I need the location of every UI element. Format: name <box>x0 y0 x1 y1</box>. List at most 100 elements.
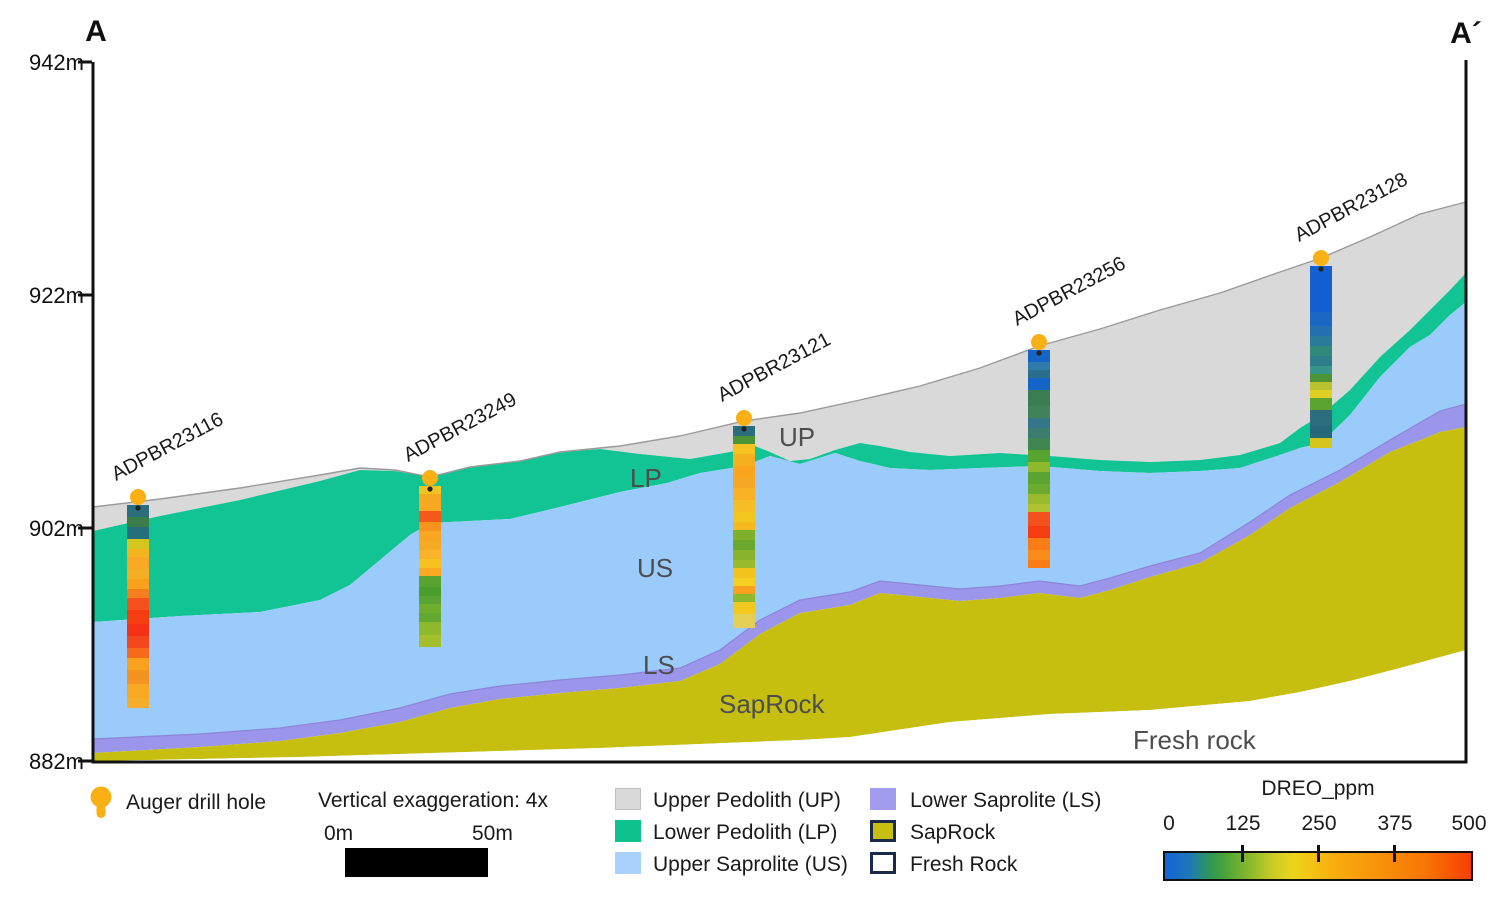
assay-segment <box>733 512 755 522</box>
assay-segment <box>733 478 755 488</box>
assay-segment <box>1310 326 1332 336</box>
assay-segment <box>1310 336 1332 346</box>
legend-swatch-lower-saprolite <box>870 788 896 810</box>
elevation-label-942: 942m <box>29 50 84 75</box>
assay-segment <box>419 587 441 596</box>
zone-label-fresh-rock: Fresh rock <box>1133 725 1257 755</box>
colorbar-title: DREO_ppm <box>1261 777 1375 800</box>
colorbar-tick-250: 250 <box>1301 812 1337 835</box>
assay-segment <box>1310 266 1332 312</box>
assay-segment <box>127 684 149 698</box>
assay-segment <box>1310 366 1332 374</box>
assay-segment <box>733 614 755 628</box>
assay-segment <box>1310 390 1332 398</box>
assay-segment <box>127 610 149 624</box>
assay-segment <box>1028 504 1050 512</box>
legend-label-lower-saprolite: Lower Saprolite (LS) <box>910 789 1102 812</box>
auger-pin-icon <box>88 786 116 820</box>
assay-segment <box>419 604 441 613</box>
colorbar-tickmark-375 <box>1393 845 1396 862</box>
legend-swatch-saprock <box>870 820 896 842</box>
assay-segment <box>127 636 149 648</box>
assay-segment <box>1310 346 1332 356</box>
topography-line <box>92 201 1467 508</box>
assay-segment <box>1028 526 1050 538</box>
elevation-label-922: 922m <box>29 283 84 308</box>
assay-segment <box>733 466 755 478</box>
legend-swatch-upper-pedolith <box>615 788 641 810</box>
assay-segment <box>733 540 755 550</box>
colorbar-tick-500: 500 <box>1451 812 1487 835</box>
auger-legend-label: Auger drill hole <box>126 791 267 814</box>
assay-segment <box>419 635 441 647</box>
assay-segment <box>1028 472 1050 484</box>
collar-dot <box>1036 350 1042 356</box>
assay-segment <box>127 579 149 589</box>
assay-segment <box>1310 312 1332 326</box>
scalebar-max-label: 50m <box>472 822 513 845</box>
assay-segment <box>1028 418 1050 428</box>
assay-segment <box>1028 538 1050 550</box>
layer-fresh-rock <box>93 650 1466 761</box>
assay-segment <box>1028 494 1050 504</box>
assay-segment <box>127 598 149 610</box>
assay-segment <box>733 578 755 586</box>
colorbar-tick-0: 0 <box>1163 812 1175 835</box>
drillhole-collar-marker-icon <box>422 470 438 486</box>
elevation-label-902: 902m <box>29 516 84 541</box>
drillhole-label: ADPBR23249 <box>400 389 520 467</box>
colorbar-tickmark-250 <box>1317 845 1320 862</box>
assay-segment <box>733 522 755 530</box>
zone-label-lp: LP <box>630 463 662 493</box>
assay-segment <box>1310 382 1332 390</box>
endpoint-a-prime-label: A´ <box>1450 17 1482 50</box>
assay-segment <box>127 648 149 658</box>
legend-label-upper-saprolite: Upper Saprolite (US) <box>653 853 848 876</box>
assay-segment <box>127 539 149 549</box>
assay-segment <box>733 568 755 578</box>
drillhole-label: ADPBR23256 <box>1009 253 1129 331</box>
assay-segment <box>733 444 755 454</box>
legend-label-fresh-rock: Fresh Rock <box>910 853 1018 876</box>
zone-label-ls: LS <box>643 650 675 680</box>
assay-segment <box>1028 484 1050 494</box>
assay-segment <box>1028 462 1050 472</box>
assay-segment <box>733 454 755 466</box>
zone-label-up: UP <box>779 422 815 452</box>
legend-label-saprock: SapRock <box>910 821 996 844</box>
collar-dot <box>741 426 747 432</box>
legend-label-upper-pedolith: Upper Pedolith (UP) <box>653 789 841 812</box>
elevation-ticks <box>78 60 92 763</box>
legend-swatch-upper-saprolite <box>615 852 641 874</box>
collar-dot <box>427 486 433 492</box>
assay-segment <box>127 557 149 569</box>
assay-segment <box>127 624 149 636</box>
legend-label-lower-pedolith: Lower Pedolith (LP) <box>653 821 838 844</box>
assay-segment <box>1028 550 1050 560</box>
lower-saprolite-top-line <box>92 403 1467 740</box>
assay-segment <box>1028 450 1050 462</box>
assay-segment <box>1028 378 1050 390</box>
zone-label-saprock: SapRock <box>719 689 825 719</box>
scalebar-min-label: 0m <box>324 822 354 845</box>
assay-segment <box>127 527 149 539</box>
assay-segment <box>1028 438 1050 450</box>
vertical-exaggeration-label: Vertical exaggeration: 4x <box>318 789 548 812</box>
assay-segment <box>733 488 755 500</box>
assay-segment <box>127 549 149 557</box>
assay-segment <box>733 550 755 560</box>
drillhole-collar-marker-icon <box>130 489 146 505</box>
assay-segment <box>733 594 755 602</box>
assay-segment <box>419 559 441 568</box>
assay-segment <box>1028 428 1050 438</box>
assay-segment <box>1310 398 1332 410</box>
assay-segment <box>127 569 149 579</box>
assay-segment <box>1028 370 1050 378</box>
drillhole-collar-marker-icon <box>736 410 752 426</box>
endpoint-a-label: A <box>85 15 107 48</box>
assay-segment <box>127 589 149 598</box>
colorbar-tick-labels: 0 125 250 375 500 <box>1163 812 1486 842</box>
assay-segment <box>1028 406 1050 418</box>
